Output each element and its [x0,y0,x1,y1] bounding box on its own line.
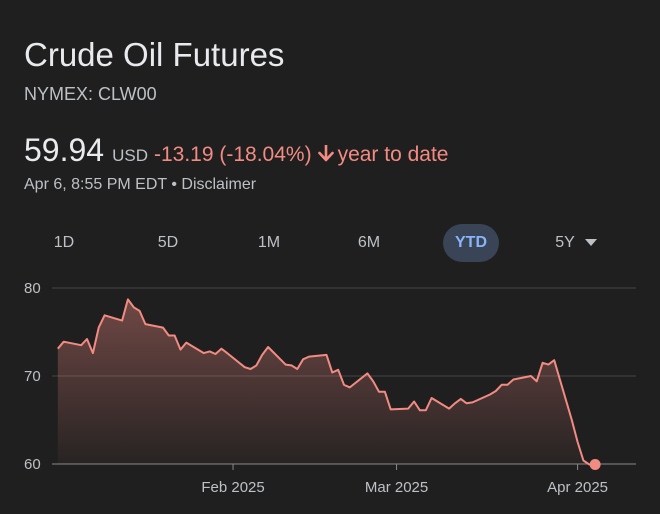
range-tabs: 1D 5D 1M 6M YTD 5Y [24,224,636,262]
price-line [57,298,596,466]
tab-1d[interactable]: 1D [53,234,75,251]
quote-row: 59.94 USD -13.19 (-18.04%) year to date [24,132,448,169]
chevron-down-icon [584,239,597,247]
x-tick-label: Mar 2025 [365,479,428,496]
disclaimer-link[interactable]: Disclaimer [181,176,257,193]
tab-5y-label: 5Y [555,234,575,251]
separator-dot: • [171,176,177,193]
tab-ytd[interactable]: YTD [443,224,499,262]
price-chart: 60 70 80 Feb 2025 Mar 2025 Apr 2025 [24,280,636,496]
period-label: year to date [337,143,449,166]
y-tick-label-60: 60 [24,456,41,473]
timestamp-row: Apr 6, 8:55 PM EDT • Disclaimer [24,176,256,194]
current-price: 59.94 [24,132,105,168]
tab-5y-dropdown[interactable]: 5Y [532,224,620,262]
last-price-point [589,459,601,471]
ticker-symbol: NYMEX: CLW00 [24,84,157,104]
page-title: Crude Oil Futures [24,36,285,73]
tab-5d[interactable]: 5D [157,234,179,251]
currency-label: USD [112,146,148,165]
y-tick-label-70: 70 [24,368,41,385]
y-tick-label-80: 80 [24,280,41,297]
arrow-down-icon [317,143,334,167]
x-tick-label: Feb 2025 [201,479,264,496]
x-tick-label: Apr 2025 [547,479,608,496]
timestamp: Apr 6, 8:55 PM EDT [24,176,167,193]
price-area [57,299,596,465]
price-change: -13.19 (-18.04%) [153,143,312,166]
tab-6m[interactable]: 6M [357,234,381,251]
tab-1m[interactable]: 1M [257,234,281,251]
